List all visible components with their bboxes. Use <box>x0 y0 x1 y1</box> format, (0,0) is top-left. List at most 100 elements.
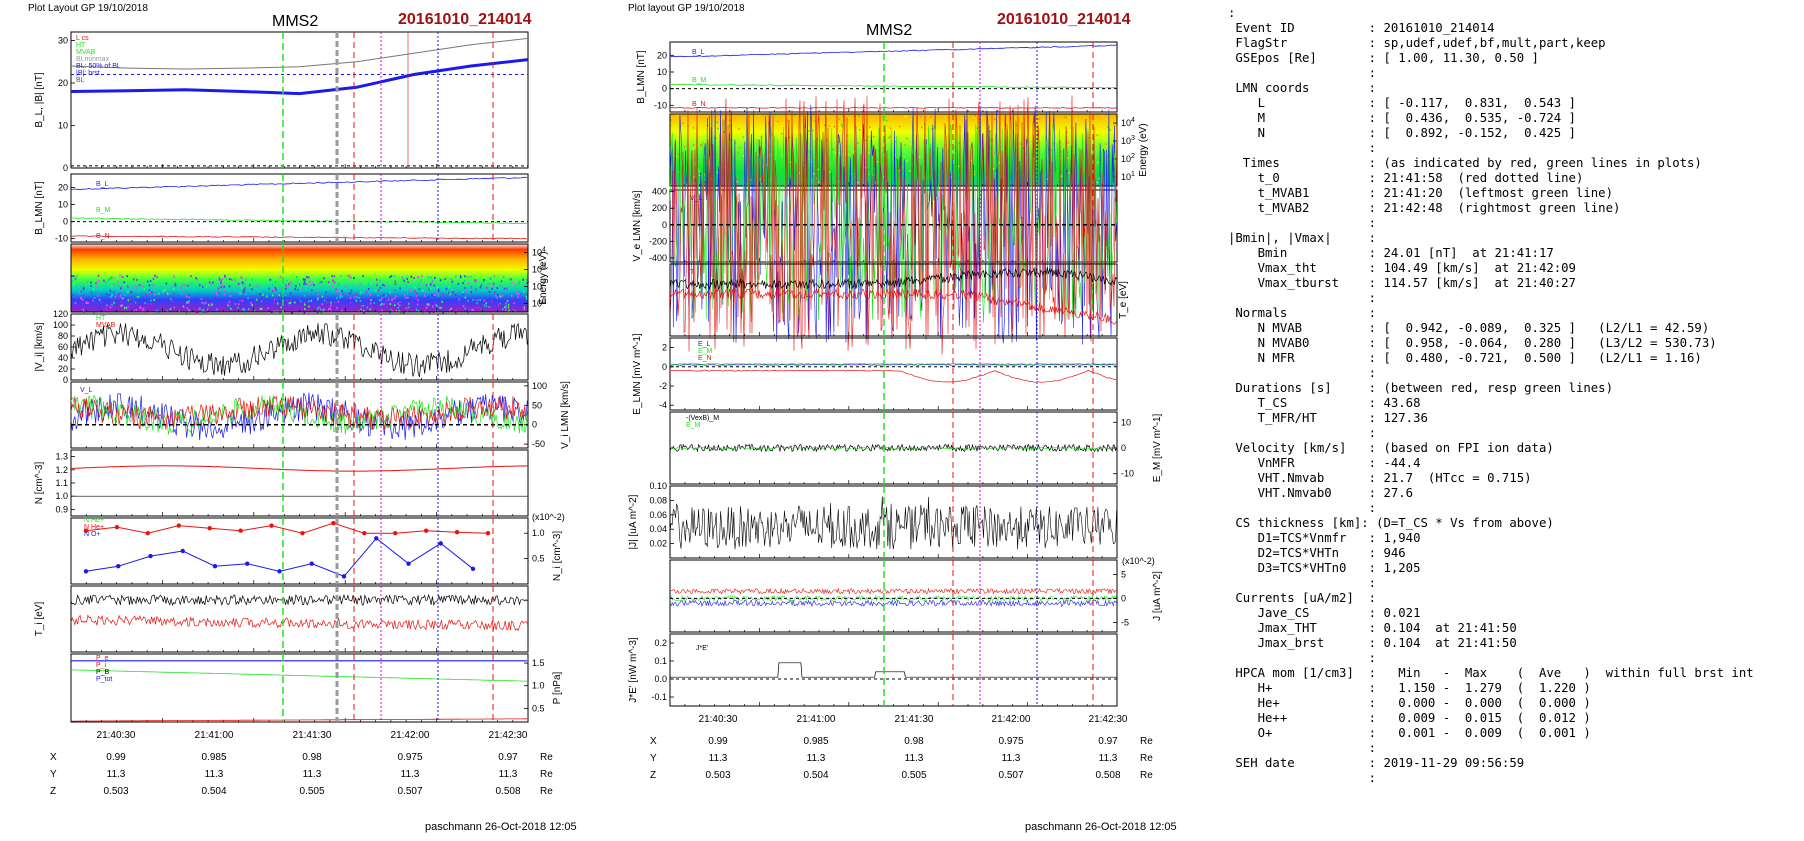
info-line: Jave_CS : 0.021 <box>1257 606 1421 620</box>
spectrogram-pixel <box>445 309 448 312</box>
spectrogram-pixel <box>1060 138 1063 141</box>
spectrogram-pixel <box>367 282 369 285</box>
spectrogram-pixel <box>316 298 319 301</box>
o-point <box>406 561 411 566</box>
spectrogram-pixel <box>974 116 976 119</box>
right-orbit-label-z: Z <box>650 770 656 781</box>
spectrogram-pixel <box>408 288 411 291</box>
spectrogram-pixel <box>343 292 345 295</box>
series-bl-line <box>70 58 529 96</box>
spectrogram-pixel <box>94 278 96 281</box>
spectrogram-pixel <box>1088 137 1091 139</box>
spectrogram-pixel <box>410 310 413 313</box>
o-point <box>438 541 443 546</box>
left-orbit-label-z: Z <box>50 786 56 797</box>
spectrogram-pixel <box>233 307 236 310</box>
spectrogram-pixel <box>147 280 149 283</box>
spectrogram-pixel <box>272 294 274 297</box>
spectrogram-pixel <box>359 299 362 302</box>
spectrogram-pixel <box>474 299 477 302</box>
spectrogram-pixel <box>367 309 369 312</box>
info-line: : <box>1368 141 1377 155</box>
spectrogram-pixel <box>325 291 327 294</box>
he-point <box>331 520 336 526</box>
spectrogram-pixel <box>947 135 949 138</box>
o-point <box>116 564 121 569</box>
spectrogram-pixel <box>415 292 418 295</box>
spectrogram-pixel <box>1108 154 1111 157</box>
spectrogram-pixel <box>913 129 915 131</box>
spectrogram-pixel <box>395 309 398 312</box>
tick-exponent: 2 <box>542 281 546 288</box>
spectrogram-pixel <box>472 288 475 291</box>
spectrogram-pixel <box>251 278 253 281</box>
spectrogram-pixel <box>1090 136 1093 138</box>
spectrogram-pixel <box>489 278 492 280</box>
spectrogram-pixel <box>904 144 906 146</box>
spectrogram-pixel <box>856 130 859 133</box>
spectrogram-pixel <box>508 309 510 312</box>
spectrogram-pixel <box>755 136 758 139</box>
spectrogram-pixel <box>377 289 380 292</box>
spectrogram-pixel <box>671 166 673 169</box>
spectrogram-pixel <box>428 304 430 307</box>
left-ni-tick-label: 1.0 <box>532 528 545 538</box>
spectrogram-pixel <box>201 301 203 304</box>
spectrogram-pixel <box>692 148 694 150</box>
series-bn-line <box>71 235 528 240</box>
spectrogram-pixel <box>923 114 926 117</box>
info-line: N MFR : [ 0.480, -0.721, 0.500 ] (L2/L1 … <box>1257 351 1702 365</box>
spectrogram-pixel <box>812 173 815 175</box>
spectrogram-pixel <box>393 275 396 278</box>
spectrogram-pixel <box>845 153 847 156</box>
spectrogram-pixel <box>958 165 960 168</box>
spectrogram-pixel <box>1063 115 1066 118</box>
spectrogram-pixel <box>759 178 761 181</box>
spectrogram-pixel <box>944 143 947 146</box>
spectrogram-pixel <box>838 118 840 120</box>
spectrogram-pixel <box>790 163 792 166</box>
spectrogram-pixel <box>184 284 186 287</box>
left-vilmn-tick-label: 100 <box>532 381 547 391</box>
spectrogram-pixel <box>379 304 382 307</box>
spectrogram-pixel <box>503 275 505 278</box>
spectrogram-pixel <box>415 304 417 307</box>
left-orbit-x-1: 0.99 <box>106 752 126 763</box>
spectrogram-pixel <box>919 115 922 118</box>
spectrogram-pixel <box>356 296 358 299</box>
spectrogram-pixel <box>872 174 875 176</box>
spectrogram-pixel <box>506 299 509 302</box>
spectrogram-pixel <box>415 294 417 297</box>
spectrogram-pixel <box>732 157 735 159</box>
spectrogram-pixel <box>369 281 372 284</box>
spectrogram-pixel <box>91 306 94 309</box>
spectrogram-pixel <box>418 288 421 290</box>
spectrogram-pixel <box>431 291 433 294</box>
right-em-tick-label: 0 <box>1121 443 1126 453</box>
spectrogram-pixel <box>470 291 472 294</box>
left-panel-p-frame <box>70 653 529 723</box>
spectrogram-pixel <box>374 300 376 303</box>
right-orbit-x-4: 0.975 <box>998 736 1023 747</box>
spectrogram-pixel <box>170 306 173 309</box>
spectrogram-pixel <box>935 126 938 129</box>
spectrogram-pixel <box>756 145 759 147</box>
o-point <box>341 574 347 579</box>
he-point <box>454 530 460 535</box>
tick-exponent: 3 <box>1131 135 1135 142</box>
spectrogram-pixel <box>359 284 361 287</box>
spectrogram-pixel <box>112 306 115 309</box>
spectrogram-pixel <box>284 300 286 303</box>
left-orbit-z-unit: Re <box>540 786 553 797</box>
spectrogram-pixel <box>512 296 514 299</box>
spectrogram-pixel <box>251 304 253 306</box>
spectrogram-pixel <box>909 170 911 172</box>
spectrogram-pixel <box>683 117 685 120</box>
spectrogram-pixel <box>883 176 885 178</box>
spectrogram-pixel <box>437 294 440 297</box>
left-panel-blmn-frame <box>70 173 529 243</box>
spectrogram-pixel <box>85 301 88 304</box>
spectrogram-pixel <box>208 281 211 284</box>
spectrogram-pixel <box>423 294 426 297</box>
spectrogram-pixel <box>320 308 322 311</box>
